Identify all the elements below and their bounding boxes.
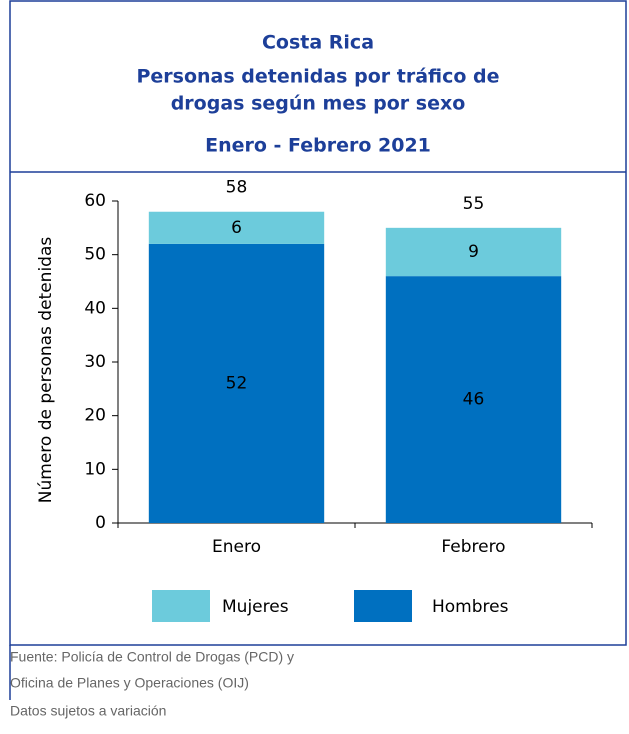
x-tick-label: Febrero	[441, 537, 505, 557]
y-tick-label: 20	[84, 406, 106, 426]
y-tick-label: 60	[84, 191, 106, 211]
y-axis-label: Número de personas detenidas	[36, 237, 56, 504]
y-tick-label: 50	[84, 245, 106, 265]
legend-swatch	[152, 590, 210, 622]
data-label: 52	[226, 373, 248, 393]
data-label: 9	[468, 242, 479, 262]
data-label: 46	[463, 390, 485, 410]
chart-subtitle: Personas detenidas por tráfico de	[136, 66, 499, 88]
chart-subtitle: Enero - Febrero 2021	[205, 135, 431, 157]
total-label: 58	[226, 178, 248, 198]
chart-title: Costa Rica	[262, 32, 374, 54]
frame	[9, 0, 627, 646]
source: Fuente: Policía de Control de Drogas (PC…	[10, 649, 294, 665]
total-label: 55	[463, 194, 485, 214]
bar-segment	[385, 276, 562, 523]
bar-segment	[385, 227, 562, 277]
legend-label: Hombres	[432, 597, 509, 617]
legend-label: Mujeres	[222, 597, 289, 617]
y-tick-label: 10	[84, 459, 106, 479]
source: Oficina de Planes y Operaciones (OIJ)	[10, 675, 249, 691]
y-tick-label: 0	[95, 513, 106, 533]
bar-segment	[148, 243, 325, 523]
legend-swatch	[354, 590, 412, 622]
y-tick-label: 30	[84, 352, 106, 372]
x-tick-label: Enero	[212, 537, 261, 557]
y-tick-label: 40	[84, 298, 106, 318]
chart-subtitle: drogas según mes por sexo	[171, 93, 466, 115]
data-label: 6	[231, 218, 242, 238]
bar-segment	[148, 211, 325, 244]
note: Datos sujetos a variación	[10, 703, 166, 719]
